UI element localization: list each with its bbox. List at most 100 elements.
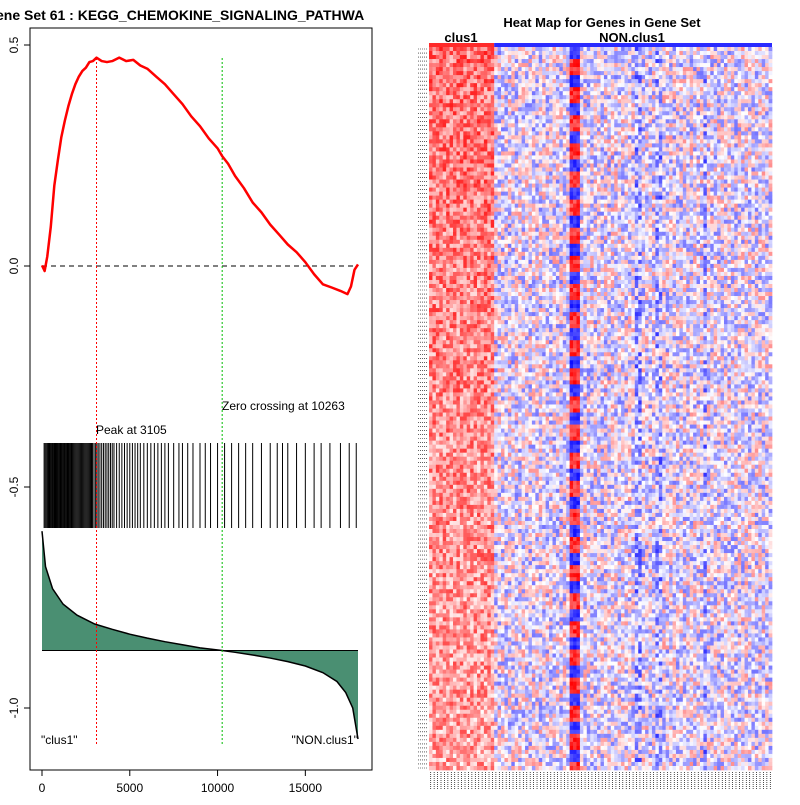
heatmap-cell <box>734 79 738 83</box>
heatmap-cell <box>460 59 464 63</box>
heatmap-cell <box>487 143 491 147</box>
heatmap-cell <box>607 47 611 51</box>
heatmap-cell <box>570 55 574 59</box>
heatmap-cell <box>508 180 512 184</box>
heatmap-cell <box>532 87 536 91</box>
heatmap-cell <box>498 216 502 220</box>
heatmap-cell <box>460 83 464 87</box>
heatmap-cell <box>700 83 704 87</box>
heatmap-cell <box>491 216 495 220</box>
heatmap-cell <box>755 111 759 115</box>
heatmap-cell <box>601 47 605 51</box>
heatmap-cell <box>590 67 594 71</box>
heatmap-cell <box>446 123 450 127</box>
heatmap-cell <box>480 95 484 99</box>
heatmap-cell <box>693 83 697 87</box>
heatmap-cell <box>659 224 663 228</box>
heatmap-cell <box>532 220 536 224</box>
heatmap-cell <box>504 123 508 127</box>
heatmap-cell <box>535 115 539 119</box>
heatmap-cell <box>549 200 553 204</box>
heatmap-cell <box>597 180 601 184</box>
heatmap-cell <box>508 224 512 228</box>
heatmap-cell <box>717 216 721 220</box>
heatmap-cell <box>532 196 536 200</box>
heatmap-cell <box>724 151 728 155</box>
heatmap-cell <box>721 91 725 95</box>
heatmap-cell <box>727 127 731 131</box>
heatmap-cell <box>614 135 618 139</box>
heatmap-cell <box>508 208 512 212</box>
heatmap-cell <box>511 99 515 103</box>
heatmap-cell <box>765 71 769 75</box>
heatmap-cell <box>676 47 680 51</box>
heatmap-cell <box>549 111 553 115</box>
heatmap-cell <box>642 224 646 228</box>
heatmap-cell <box>511 91 515 95</box>
heatmap-cell <box>498 47 502 51</box>
heatmap-cell <box>604 200 608 204</box>
heatmap-cell <box>604 147 608 151</box>
heatmap-cell <box>751 139 755 143</box>
heatmap-cell <box>707 216 711 220</box>
heatmap-cell <box>446 83 450 87</box>
heatmap-cell <box>604 163 608 167</box>
heatmap-cell <box>542 111 546 115</box>
heatmap-cell <box>535 204 539 208</box>
heatmap-cell <box>511 115 515 119</box>
heatmap-cell <box>552 83 556 87</box>
heatmap-cell <box>724 87 728 91</box>
heatmap-cell <box>587 196 591 200</box>
heatmap-cell <box>652 115 656 119</box>
heatmap-cell <box>542 192 546 196</box>
heatmap-cell <box>525 159 529 163</box>
heatmap-cell <box>480 99 484 103</box>
heatmap-cell <box>583 99 587 103</box>
heatmap-cell <box>669 55 673 59</box>
heatmap-cell <box>528 67 532 71</box>
heatmap-cell <box>721 75 725 79</box>
heatmap-cell <box>738 139 742 143</box>
heatmap-cell <box>590 155 594 159</box>
heatmap-cell <box>429 103 433 107</box>
heatmap-cell <box>738 143 742 147</box>
heatmap-cell <box>769 212 773 216</box>
heatmap-cell <box>559 111 563 115</box>
heatmap-cell <box>439 131 443 135</box>
heatmap-cell <box>480 71 484 75</box>
heatmap-cell <box>679 200 683 204</box>
heatmap-cell <box>693 123 697 127</box>
heatmap-cell <box>703 172 707 176</box>
heatmap-cell <box>542 151 546 155</box>
heatmap-cell <box>535 67 539 71</box>
heatmap-cell <box>432 159 436 163</box>
heatmap-cell <box>758 79 762 83</box>
heatmap-cell <box>618 168 622 172</box>
heatmap-cell <box>528 188 532 192</box>
heatmap-cell <box>443 95 447 99</box>
heatmap-cell <box>714 224 718 228</box>
heatmap-cell <box>504 111 508 115</box>
heatmap-cell <box>590 200 594 204</box>
heatmap-cell <box>443 204 447 208</box>
heatmap-cell <box>439 188 443 192</box>
heatmap-cell <box>765 123 769 127</box>
heatmap-cell <box>518 212 522 216</box>
heatmap-cell <box>676 119 680 123</box>
heatmap-cell <box>649 75 653 79</box>
heatmap-cell <box>666 188 670 192</box>
heatmap-cell <box>738 192 742 196</box>
heatmap-cell <box>762 131 766 135</box>
heatmap-cell <box>549 95 553 99</box>
group-label-non-clus1: NON.clus1 <box>599 30 665 45</box>
heatmap-cell <box>679 172 683 176</box>
heatmap-cell <box>450 51 454 55</box>
heatmap-cell <box>703 83 707 87</box>
heatmap-cell <box>546 232 550 236</box>
heatmap-cell <box>652 59 656 63</box>
heatmap-cell <box>542 135 546 139</box>
heatmap-cell <box>758 111 762 115</box>
heatmap-cell <box>480 163 484 167</box>
heatmap-cell <box>721 67 725 71</box>
heatmap-cell <box>456 196 460 200</box>
